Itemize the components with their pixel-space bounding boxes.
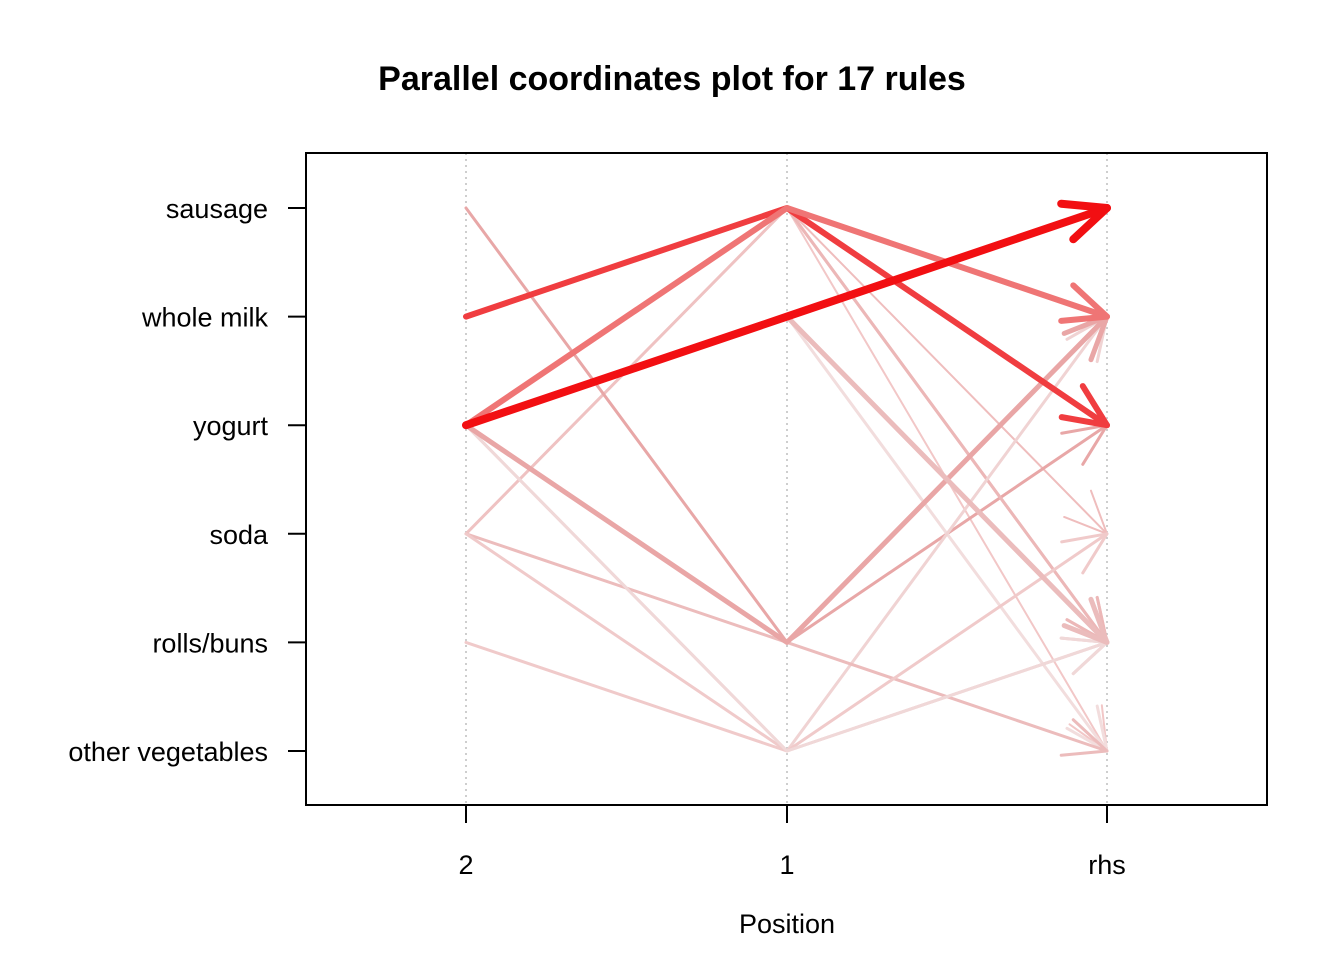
y-tick-label: soda [209,520,269,550]
rule-arrowhead [1058,383,1110,429]
rule-line [462,204,1111,430]
rule-arrowhead [1057,199,1111,244]
rule-lines [462,199,1111,757]
x-axis: 2 1 rhs [458,805,1126,880]
x-tick-label: 2 [458,850,473,880]
rule-arrowhead [1058,282,1110,324]
rule-arrowhead [1059,718,1109,757]
y-tick-label: rolls/buns [152,628,268,658]
rule-arrowhead [1060,532,1109,575]
x-tick-label: 1 [779,850,794,880]
grid-lines [465,153,1108,805]
y-axis: sausage whole milk yogurt soda rolls/buns oth… [68,194,306,767]
chart-title: Parallel coordinates plot for 17 rules [378,60,966,98]
y-tick-label: whole milk [141,303,269,333]
rule-line [464,423,1109,753]
y-tick-label: sausage [166,194,268,224]
y-tick-label: other vegetables [68,737,268,767]
rule-line [785,206,1109,644]
rule-line [463,314,1110,645]
rule-line [784,314,1110,645]
rule-line [786,207,1108,535]
x-axis-label: Position [739,909,835,939]
x-tick-label: rhs [1088,850,1126,880]
rule-line [463,205,1110,429]
rule-arrowhead [1061,596,1110,645]
y-tick-label: yogurt [193,411,269,441]
